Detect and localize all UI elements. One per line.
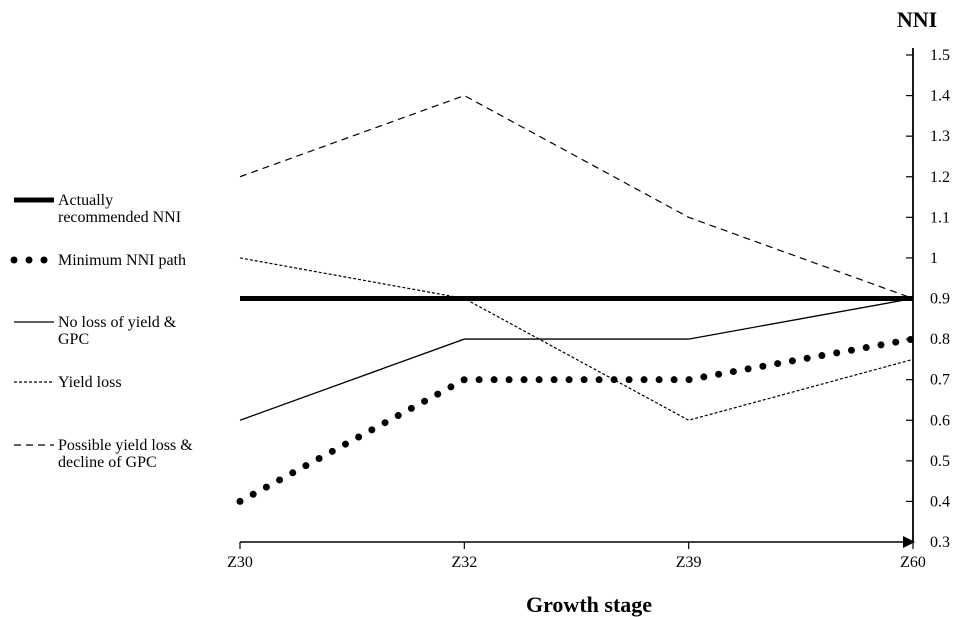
y-tick-label: 1 xyxy=(930,250,938,267)
y-tick-label: 0.5 xyxy=(930,453,950,470)
y-tick-label: 0.3 xyxy=(930,534,950,551)
series-layer xyxy=(236,94,917,505)
x-tick-label: Z60 xyxy=(900,554,926,571)
y-tick-label: 0.7 xyxy=(930,372,950,389)
legend-label: recommended NNI xyxy=(58,209,181,226)
y-tick-label: 1.5 xyxy=(930,47,950,64)
y-tick-label: 1.1 xyxy=(930,209,950,226)
y-tick-label: 1.3 xyxy=(930,128,950,145)
y-axis-title: NNI xyxy=(897,7,937,32)
y-tick-label: 1.2 xyxy=(930,169,950,186)
x-tick-label: Z30 xyxy=(227,554,253,571)
x-tick-label: Z32 xyxy=(451,554,477,571)
y-tick-label: 0.8 xyxy=(930,331,950,348)
x-tick-label: Z39 xyxy=(676,554,702,571)
y-tick-label: 0.9 xyxy=(930,291,950,308)
series-line-minimum xyxy=(236,335,917,505)
legend-label: decline of GPC xyxy=(58,454,157,471)
series-line-noloss xyxy=(239,297,914,421)
legend-label: Actually xyxy=(58,192,113,209)
legend-label: Yield loss xyxy=(58,374,122,391)
legend-label: Possible yield loss & xyxy=(58,437,193,454)
legend-label: Minimum NNI path xyxy=(58,252,186,269)
legend-label: GPC xyxy=(58,331,89,348)
y-tick-label: 0.4 xyxy=(930,493,950,510)
y-tick-label: 0.6 xyxy=(930,412,950,429)
y-tick-label: 1.4 xyxy=(930,88,950,105)
legend-label: No loss of yield & xyxy=(58,314,177,331)
series-line-possible xyxy=(239,94,914,300)
series-line-yieldloss xyxy=(239,257,914,421)
x-axis-title: Growth stage xyxy=(526,592,652,617)
